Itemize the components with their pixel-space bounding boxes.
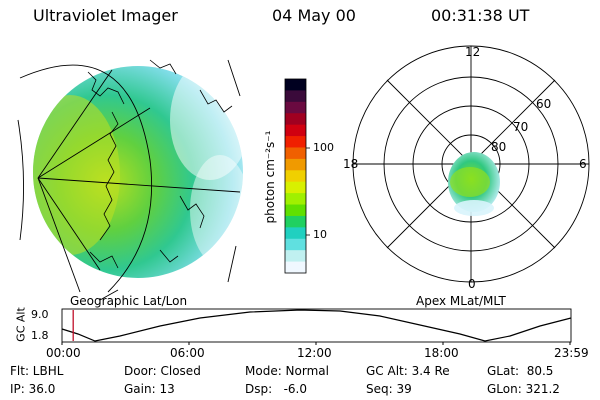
- alt-ytick-min: 1.8: [31, 329, 49, 342]
- colorbar-tick-10: 10: [313, 228, 327, 241]
- mlat-label-60: 60: [536, 97, 552, 111]
- colorbar-stripe: [285, 90, 306, 103]
- colorbar-stripe: [285, 193, 306, 206]
- mlat-label-70: 70: [513, 120, 529, 134]
- info-glon: GLon: 321.2: [487, 382, 560, 396]
- observation-time: 00:31:38 UT: [431, 6, 530, 25]
- alt-xtick: 12:00: [297, 346, 332, 360]
- apex-caption: Apex MLat/MLT: [416, 294, 506, 308]
- colorbar-stripe: [285, 181, 306, 194]
- colorbar-stripe: [285, 261, 306, 274]
- coastlines: [87, 59, 233, 269]
- colorbar-stripe: [285, 238, 306, 251]
- info-flt: Flt: LBHL: [10, 364, 64, 378]
- info-mode: Mode: Normal: [245, 364, 329, 378]
- earth-disk-image: [33, 66, 243, 278]
- colorbar-stripe: [285, 215, 306, 228]
- colorbar-stripe: [285, 113, 306, 126]
- info-seq: Seq: 39: [366, 382, 412, 396]
- info-ip: IP: 36.0: [10, 382, 56, 396]
- info-gcalt: GC Alt: 3.4 Re: [366, 364, 450, 378]
- info-door: Door: Closed: [124, 364, 201, 378]
- colorbar-stripe: [285, 250, 306, 263]
- colorbar-stripe: [285, 136, 306, 148]
- colorbar-unit-label: photon cm⁻²s⁻¹: [263, 130, 277, 224]
- colorbar-stripe: [285, 204, 306, 217]
- geographic-grid: [17, 59, 241, 301]
- info-gain: Gain: 13: [124, 382, 175, 396]
- altitude-plot: [61, 308, 572, 345]
- mlt-label-0: 0: [468, 277, 476, 291]
- colorbar-stripe: [285, 147, 306, 160]
- instrument-title: Ultraviolet Imager: [33, 6, 178, 25]
- alt-ytick-max: 9.0: [31, 308, 49, 321]
- observation-date: 04 May 00: [272, 6, 356, 25]
- alt-xtick: 06:00: [170, 346, 205, 360]
- colorbar-stripe: [285, 124, 306, 137]
- colorbar-stripe: [285, 170, 306, 183]
- auroral-oval-image: [448, 152, 500, 216]
- alt-plot-ylabel: GC Alt: [14, 307, 28, 342]
- alt-xtick: 18:00: [424, 346, 459, 360]
- alt-xtick: 00:00: [46, 346, 81, 360]
- colorbar-stripe: [285, 158, 306, 171]
- colorbar-stripe: [285, 101, 306, 114]
- alt-xtick: 23:59: [554, 346, 589, 360]
- colorbar: [285, 79, 306, 274]
- altitude-curve: [61, 309, 572, 342]
- mlt-label-12: 12: [465, 45, 481, 59]
- geographic-caption: Geographic Lat/Lon: [70, 294, 188, 308]
- info-dsp: Dsp: -6.0: [245, 382, 308, 396]
- mlt-label-6: 6: [579, 157, 587, 171]
- colorbar-stripe: [285, 227, 306, 240]
- colorbar-stripe: [285, 79, 306, 91]
- mlt-label-18: 18: [343, 157, 359, 171]
- info-glat: GLat: 80.5: [487, 364, 554, 378]
- colorbar-tick-100: 100: [313, 141, 334, 154]
- mlat-label-80: 80: [491, 140, 507, 154]
